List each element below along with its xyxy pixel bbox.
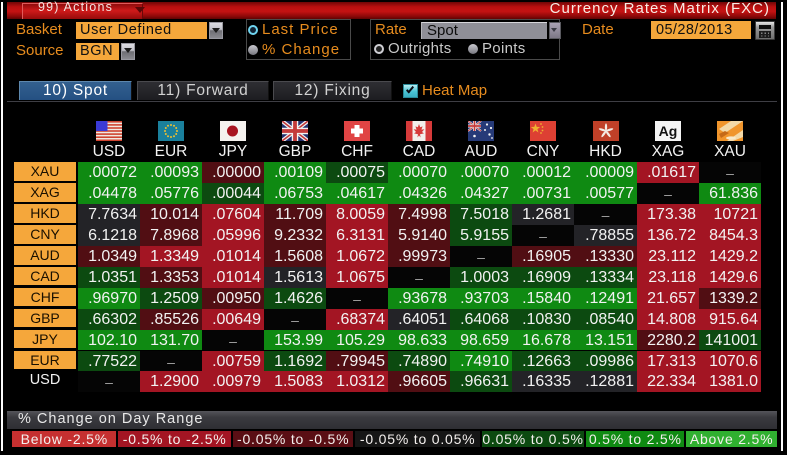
svg-text:Ag: Ag (659, 123, 678, 139)
